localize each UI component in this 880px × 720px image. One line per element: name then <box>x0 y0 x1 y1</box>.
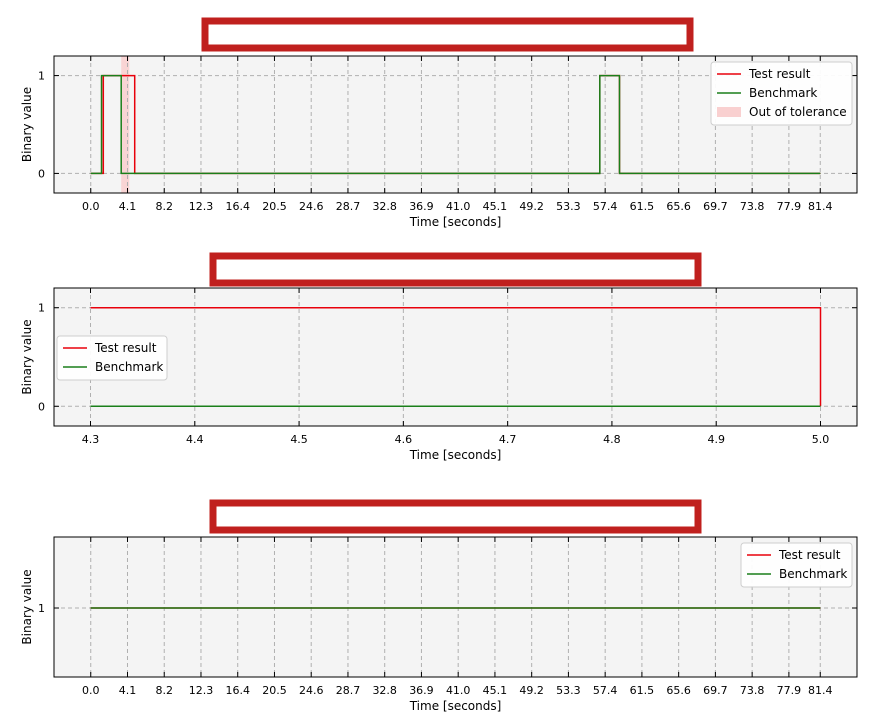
y-tick-label: 1 <box>38 602 45 615</box>
legend: Test result Benchmark <box>740 542 853 588</box>
x-tick-label: 0.0 <box>82 684 100 697</box>
x-tick-label: 65.6 <box>666 200 691 213</box>
chart-panel-3: 0.0 4.1 8.2 12.3 16.4 20.5 24.6 28.7 32.8 36.9 41.… <box>20 499 858 713</box>
legend-box <box>710 61 853 126</box>
y-axis-label: Binary value <box>20 87 34 162</box>
y-axis-label: Binary value <box>20 569 34 644</box>
x-tick-label: 32.8 <box>372 684 397 697</box>
redaction-banner <box>209 499 702 534</box>
x-tick-label: 45.1 <box>483 200 508 213</box>
x-tick-label: 4.1 <box>119 684 137 697</box>
x-tick-label: 4.1 <box>119 200 137 213</box>
legend-label: Test result <box>778 548 841 562</box>
x-tick-label: 28.7 <box>336 684 361 697</box>
x-tick-label: 5.0 <box>812 433 830 446</box>
legend: Test result Benchmark <box>56 335 168 381</box>
x-tick-label: 61.5 <box>630 684 655 697</box>
legend-label: Test result <box>94 341 157 355</box>
x-tick-label: 53.3 <box>556 684 581 697</box>
redaction-banner <box>209 252 702 287</box>
x-tick-label: 4.4 <box>186 433 204 446</box>
x-tick-label: 24.6 <box>299 684 324 697</box>
x-tick-label: 4.7 <box>499 433 517 446</box>
y-axis-label: Binary value <box>20 319 34 394</box>
x-tick-label: 0.0 <box>82 200 100 213</box>
series-line-benchmark <box>90 74 821 175</box>
x-axis-label: Time [seconds] <box>409 215 502 229</box>
x-tick-label: 49.2 <box>519 200 544 213</box>
x-tick-label: 69.7 <box>703 200 728 213</box>
x-tick-label: 36.9 <box>409 200 434 213</box>
x-tick-label: 4.8 <box>603 433 621 446</box>
x-tick-label: 20.5 <box>262 200 287 213</box>
x-tick-label: 16.4 <box>225 684 250 697</box>
legend-label: Out of tolerance <box>749 105 847 119</box>
x-tick-label: 20.5 <box>262 684 287 697</box>
out-of-tolerance-band <box>121 56 130 193</box>
plot-frame <box>53 287 858 427</box>
y-tick-label: 1 <box>38 70 45 83</box>
y-tick-label: 0 <box>38 167 45 180</box>
x-tick-label: 28.7 <box>336 200 361 213</box>
plot-background <box>54 537 857 677</box>
legend-label: Benchmark <box>779 567 847 581</box>
x-axis-label: Time [seconds] <box>409 699 502 713</box>
x-tick-label: 81.4 <box>808 684 833 697</box>
chart-panel-2: 4.3 4.4 4.5 4.6 4.7 4.8 4.9 5.0 0 1 Time [seconds]… <box>20 252 858 462</box>
redaction-banner <box>201 17 694 52</box>
x-tick-label: 61.5 <box>630 200 655 213</box>
x-tick-label: 57.4 <box>593 200 618 213</box>
legend-label: Benchmark <box>95 360 163 374</box>
x-tick-label: 32.8 <box>372 200 397 213</box>
legend-label: Test result <box>748 67 811 81</box>
x-tick-label: 45.1 <box>483 684 508 697</box>
x-tick-label: 73.8 <box>740 684 765 697</box>
y-tick-label: 1 <box>38 302 45 315</box>
x-axis-label: Time [seconds] <box>409 448 502 462</box>
x-tick-label: 49.2 <box>519 684 544 697</box>
chart-panel-1: 0.0 4.1 8.2 12.3 16.4 20.5 24.6 28.7 32.8 36.9 41.… <box>20 17 858 229</box>
x-tick-label: 69.7 <box>703 684 728 697</box>
y-tick-label: 0 <box>38 400 45 413</box>
x-tick-label: 53.3 <box>556 200 581 213</box>
plot-frame <box>53 536 858 678</box>
x-tick-label: 41.0 <box>446 684 471 697</box>
x-tick-label: 12.3 <box>189 200 214 213</box>
x-tick-label: 41.0 <box>446 200 471 213</box>
legend-swatch <box>717 107 741 117</box>
plot-frame <box>53 55 858 194</box>
x-tick-label: 65.6 <box>666 684 691 697</box>
x-tick-label: 4.3 <box>82 433 100 446</box>
plot-background <box>54 288 857 426</box>
x-tick-label: 16.4 <box>225 200 250 213</box>
x-tick-label: 57.4 <box>593 684 618 697</box>
x-tick-label: 77.9 <box>777 684 802 697</box>
x-tick-label: 4.6 <box>395 433 413 446</box>
x-tick-label: 4.9 <box>707 433 725 446</box>
series-line-test-result <box>90 306 822 407</box>
x-tick-label: 81.4 <box>808 200 833 213</box>
x-tick-label: 4.5 <box>290 433 308 446</box>
x-tick-label: 8.2 <box>155 684 173 697</box>
x-tick-label: 8.2 <box>155 200 173 213</box>
legend: Test result Benchmark Out of tolerance <box>710 61 853 126</box>
legend-box <box>56 335 168 381</box>
x-tick-label: 24.6 <box>299 200 324 213</box>
legend-box <box>740 542 853 588</box>
x-tick-label: 77.9 <box>777 200 802 213</box>
x-tick-label: 12.3 <box>189 684 214 697</box>
x-tick-label: 73.8 <box>740 200 765 213</box>
legend-label: Benchmark <box>749 86 817 100</box>
x-tick-label: 36.9 <box>409 684 434 697</box>
